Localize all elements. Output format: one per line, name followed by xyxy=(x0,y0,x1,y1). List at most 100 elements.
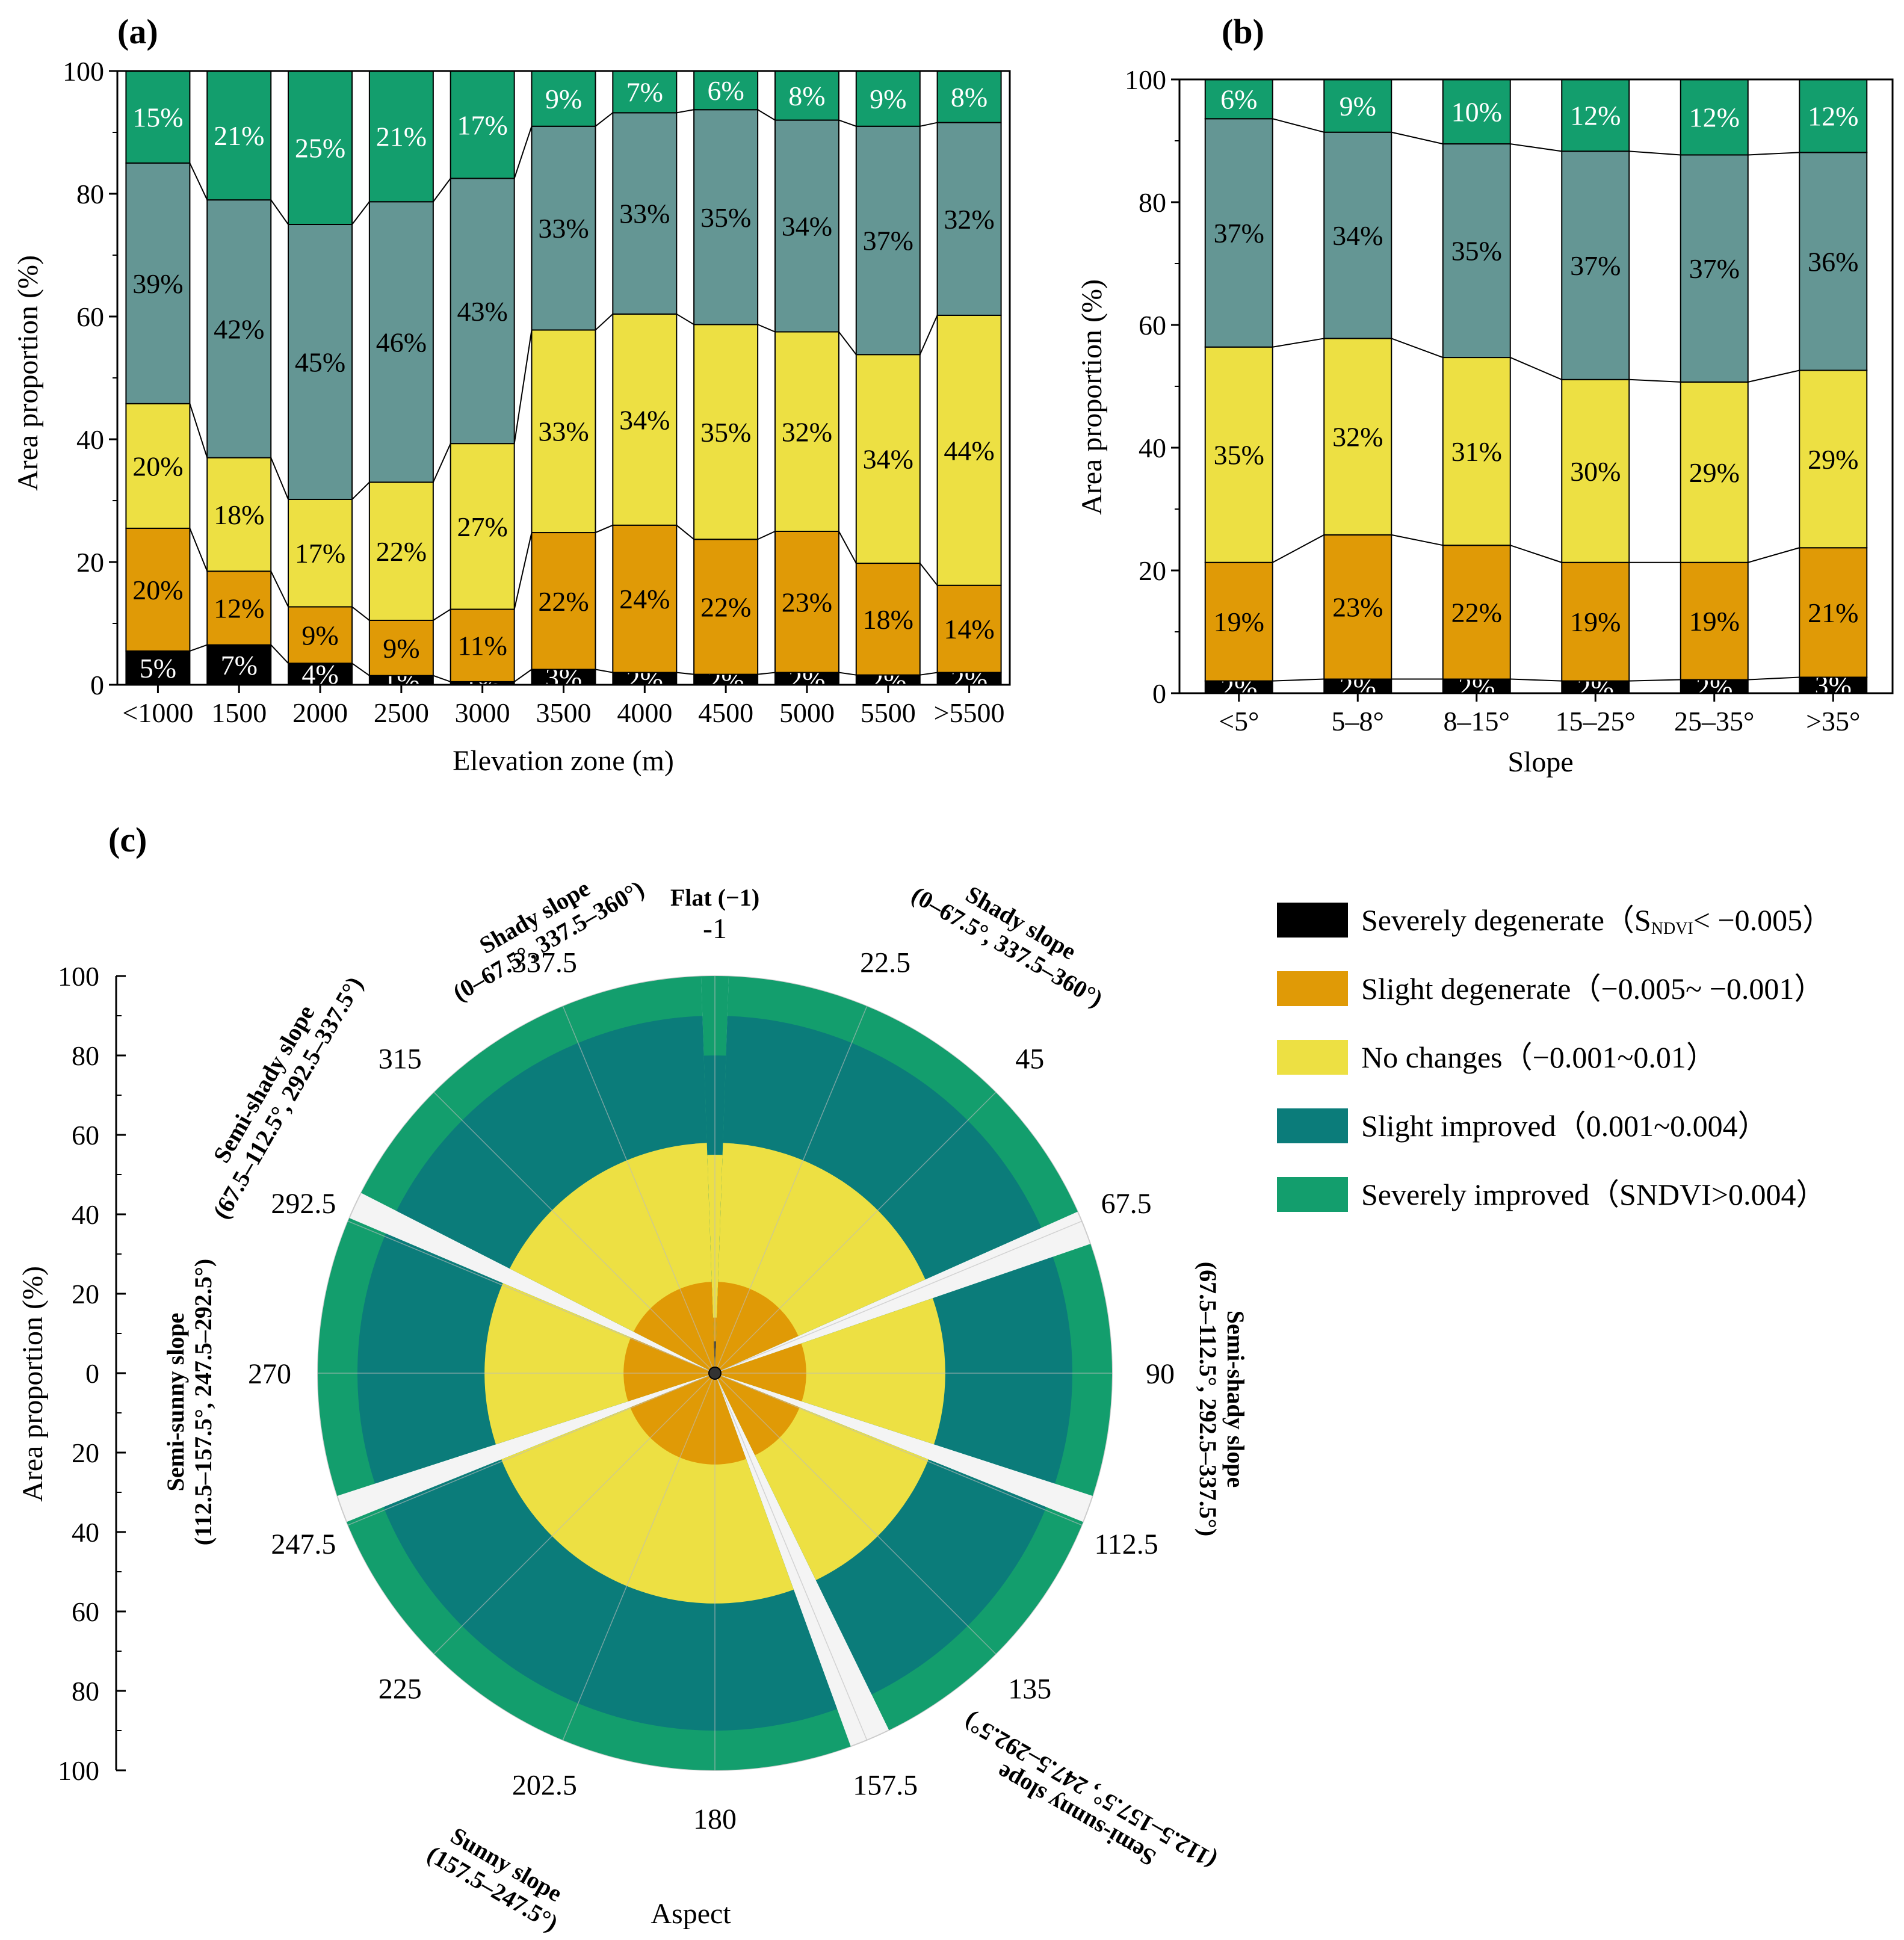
a-bar-label: 17% xyxy=(295,538,345,569)
polar-sector-slight_degenerate xyxy=(715,1282,799,1373)
b-bar-slight_improved_bar xyxy=(1204,118,1273,348)
a-bar-slight_degenerate xyxy=(693,539,759,675)
a-x-tick-label: 4000 xyxy=(617,697,672,728)
b-y-tick-label: 80 xyxy=(1139,187,1166,218)
a-bar-label: 33% xyxy=(538,213,589,244)
b-bar-severely_improved xyxy=(1204,79,1273,120)
a-bar-severely_improved xyxy=(855,70,921,127)
b-y-tick-label: 0 xyxy=(1152,678,1166,709)
b-y-tick-label: 60 xyxy=(1139,310,1166,341)
a-connector-line xyxy=(189,528,208,572)
a-bar-label: 43% xyxy=(457,296,508,327)
a-bar-slight_degenerate xyxy=(368,619,434,676)
a-bar-label: 9% xyxy=(545,84,582,114)
legend-swatch-slight_degenerate xyxy=(1277,971,1348,1006)
aspect-label: 247.5 xyxy=(271,1528,336,1560)
a-bar-severely_improved xyxy=(125,70,191,164)
a-x-tick-label: 2500 xyxy=(374,697,429,728)
polar-radius-tick-label: 60 xyxy=(72,1120,99,1151)
a-bar-slight_degenerate xyxy=(450,608,515,682)
b-bar-label: 37% xyxy=(1570,250,1621,281)
a-bar-label: 22% xyxy=(700,592,751,622)
a-connector-line xyxy=(270,457,289,500)
b-y-tick-label: 100 xyxy=(1125,64,1166,95)
a-connector-line xyxy=(432,443,451,483)
legend-swatch-no_changes xyxy=(1277,1040,1348,1075)
b-connector-line xyxy=(1510,143,1562,152)
legend-label-severely_degenerate: Severely degenerate（SNDVI< −0.005） xyxy=(1361,903,1832,938)
b-bar-no_changes xyxy=(1680,381,1749,563)
b-bar-severely_improved xyxy=(1442,79,1511,145)
region-label: Semi-shady slope(67.5–112.5°, 292.5–337.… xyxy=(184,958,368,1223)
a-bar-label: 46% xyxy=(376,327,427,357)
polar-sector-slight_degenerate xyxy=(633,1282,715,1373)
polar-radius-tick-label: 100 xyxy=(58,1755,99,1786)
b-connector-line xyxy=(1510,678,1562,682)
aspect-label: 270 xyxy=(248,1358,291,1390)
b-bar-severely_improved xyxy=(1680,79,1749,156)
a-bar-severely_improved xyxy=(774,70,839,121)
a-bar-label: 6% xyxy=(707,75,744,106)
a-bar-label: 18% xyxy=(214,499,264,530)
b-bar-no_changes xyxy=(1561,378,1630,563)
a-bar-label: 20% xyxy=(132,575,183,605)
a-connector-line xyxy=(270,570,289,607)
a-y-tick-label: 100 xyxy=(63,56,104,87)
a-bar-label: 8% xyxy=(788,81,825,111)
a-connector-line xyxy=(676,525,694,540)
b-y-tick-label: 20 xyxy=(1139,555,1166,586)
polar-radius-tick-label: 20 xyxy=(72,1438,99,1468)
b-connector-line xyxy=(1748,152,1800,156)
a-connector-line xyxy=(351,606,370,621)
a-y-tick-label: 60 xyxy=(76,301,104,332)
legend-label-severely_improved: Severely improved（SNDVI>0.004） xyxy=(1361,1178,1826,1211)
a-bar-label: 12% xyxy=(214,593,264,624)
a-connector-line xyxy=(433,675,451,682)
a-bar-slight_improved_bar xyxy=(206,199,272,459)
legend-swatch-slight_improved xyxy=(1277,1108,1348,1143)
b-bar-severely_improved xyxy=(1799,79,1868,153)
a-bar-no_changes xyxy=(288,498,353,608)
legend-label-no_changes: No changes（−0.001~0.01） xyxy=(1361,1040,1716,1074)
a-bar-label: 32% xyxy=(944,204,994,235)
a-connector-line xyxy=(757,109,776,121)
legend: Severely degenerate（SNDVI< −0.005） Slight… xyxy=(1277,903,1832,1212)
a-connector-line xyxy=(513,126,533,179)
b-connector-line xyxy=(1748,369,1800,383)
region-label: Semi-sunny slope(112.5–157.5°, 247.5–292… xyxy=(162,1259,217,1545)
a-connector-line xyxy=(595,314,613,331)
a-bar-slight_improved_bar xyxy=(125,162,191,404)
a-bar-severely_degenerate xyxy=(288,663,353,686)
region-label: Shady slope(0–67.5°, 337.5–360°) xyxy=(434,851,649,1006)
legend-label-text: Slight degenerate（−0.005~ −0.001） xyxy=(1361,972,1824,1006)
a-bar-slight_improved_bar xyxy=(774,119,839,333)
polar-radius-tick-label: 60 xyxy=(72,1596,99,1627)
a-x-tick-label: 2000 xyxy=(292,697,348,728)
a-connector-line xyxy=(919,563,938,586)
b-bar-slight_improved_bar xyxy=(1680,154,1749,383)
b-bar-label: 10% xyxy=(1451,97,1502,128)
b-bar-label: 19% xyxy=(1570,607,1621,637)
polar-grid-line xyxy=(714,1373,997,1655)
a-bar-label: 7% xyxy=(626,77,663,108)
b-bar-label: 29% xyxy=(1808,444,1858,475)
b-bar-label: 19% xyxy=(1689,606,1740,637)
polar-grid-line xyxy=(714,1373,868,1741)
a-bar-severely_improved xyxy=(531,70,596,127)
polar-radius-tick-label: 0 xyxy=(85,1358,99,1389)
a-connector-line xyxy=(595,112,613,127)
region-label-name: Flat (−1) xyxy=(670,884,759,911)
a-connector-line xyxy=(270,644,289,664)
legend-label-text: Severely degenerate（S xyxy=(1361,903,1651,937)
b-bar-label: 6% xyxy=(1220,84,1257,115)
legend-swatch-severely_improved xyxy=(1277,1177,1348,1212)
b-bar-label: 12% xyxy=(1570,100,1621,131)
a-bar-label: 18% xyxy=(863,604,913,635)
a-connector-line xyxy=(676,109,694,114)
b-bar-no_changes xyxy=(1442,357,1511,546)
b-bar-severely_improved xyxy=(1323,79,1392,133)
a-bar-slight_improved_bar xyxy=(368,201,434,483)
b-x-tick-label: >35° xyxy=(1806,706,1860,737)
a-bar-severely_improved xyxy=(206,70,272,201)
a-bar-slight_improved_bar xyxy=(531,125,596,331)
